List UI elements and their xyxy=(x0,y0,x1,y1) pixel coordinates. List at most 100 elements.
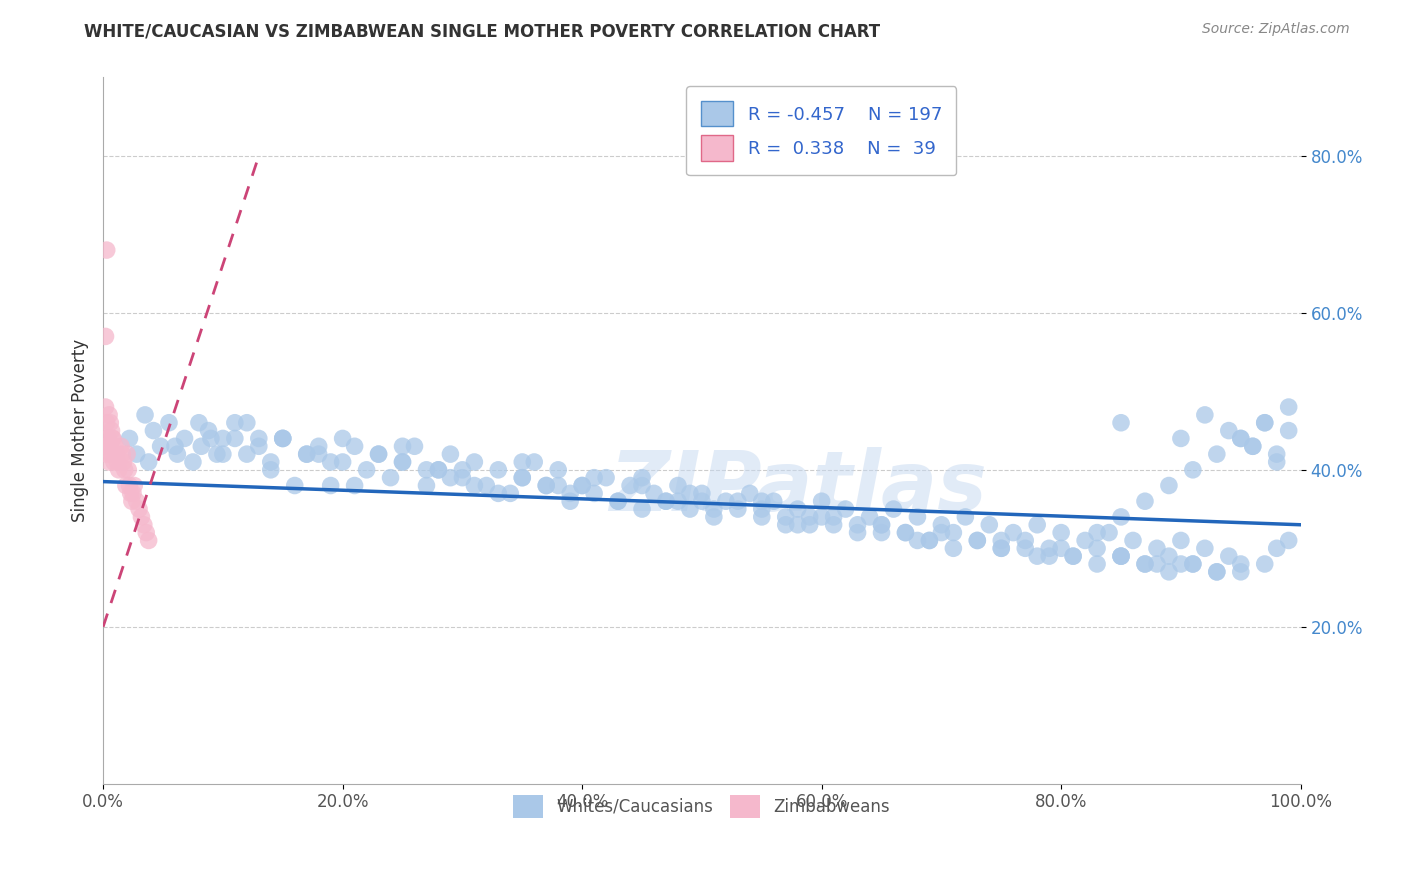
Point xyxy=(631,502,654,516)
Legend: Whites/Caucasians, Zimbabweans: Whites/Caucasians, Zimbabweans xyxy=(506,788,897,825)
Point xyxy=(1133,557,1156,571)
Point xyxy=(343,439,366,453)
Point xyxy=(583,486,606,500)
Point xyxy=(918,533,941,548)
Point xyxy=(1170,557,1192,571)
Point xyxy=(655,494,678,508)
Point xyxy=(799,509,821,524)
Point xyxy=(98,439,121,453)
Point xyxy=(332,432,354,446)
Point xyxy=(212,432,235,446)
Point xyxy=(404,439,426,453)
Point xyxy=(823,517,845,532)
Point xyxy=(907,509,929,524)
Point xyxy=(112,455,135,469)
Point xyxy=(1133,494,1156,508)
Point xyxy=(122,478,145,492)
Point xyxy=(1229,557,1251,571)
Point xyxy=(955,509,977,524)
Point xyxy=(1265,455,1288,469)
Point xyxy=(224,416,246,430)
Point xyxy=(271,432,294,446)
Point xyxy=(1122,533,1144,548)
Point xyxy=(1062,549,1084,563)
Point xyxy=(367,447,389,461)
Point xyxy=(1170,432,1192,446)
Point xyxy=(571,478,593,492)
Point xyxy=(571,478,593,492)
Point xyxy=(666,494,689,508)
Point xyxy=(271,432,294,446)
Point xyxy=(1098,525,1121,540)
Point xyxy=(117,463,139,477)
Point xyxy=(786,502,808,516)
Point xyxy=(1085,557,1108,571)
Point xyxy=(1050,525,1073,540)
Point xyxy=(534,478,557,492)
Point xyxy=(101,432,124,446)
Point xyxy=(979,517,1001,532)
Point xyxy=(751,502,773,516)
Point xyxy=(1254,557,1277,571)
Point xyxy=(1109,549,1132,563)
Point xyxy=(690,494,713,508)
Point xyxy=(197,424,219,438)
Point xyxy=(1254,416,1277,430)
Point xyxy=(173,432,195,446)
Point xyxy=(762,494,785,508)
Point xyxy=(97,432,120,446)
Point xyxy=(1109,549,1132,563)
Point xyxy=(486,463,509,477)
Point xyxy=(271,432,294,446)
Point xyxy=(187,416,209,430)
Point xyxy=(114,463,136,477)
Point xyxy=(894,525,917,540)
Point xyxy=(727,502,749,516)
Text: WHITE/CAUCASIAN VS ZIMBABWEAN SINGLE MOTHER POVERTY CORRELATION CHART: WHITE/CAUCASIAN VS ZIMBABWEAN SINGLE MOT… xyxy=(84,22,880,40)
Point xyxy=(132,517,155,532)
Point xyxy=(134,408,156,422)
Point xyxy=(846,525,869,540)
Point xyxy=(679,502,702,516)
Point xyxy=(100,424,122,438)
Point xyxy=(1074,533,1097,548)
Point xyxy=(1278,424,1301,438)
Point xyxy=(1218,549,1240,563)
Point xyxy=(128,502,150,516)
Point xyxy=(966,533,988,548)
Point xyxy=(190,439,212,453)
Point xyxy=(1265,541,1288,556)
Point xyxy=(475,478,498,492)
Point xyxy=(391,439,413,453)
Point xyxy=(138,455,160,469)
Point xyxy=(96,416,118,430)
Point xyxy=(260,463,283,477)
Y-axis label: Single Mother Poverty: Single Mother Poverty xyxy=(72,339,89,522)
Point xyxy=(751,494,773,508)
Point xyxy=(205,447,228,461)
Point xyxy=(810,494,832,508)
Point xyxy=(619,478,641,492)
Point xyxy=(607,494,630,508)
Point xyxy=(631,471,654,485)
Point xyxy=(510,455,533,469)
Point xyxy=(714,494,737,508)
Point xyxy=(823,509,845,524)
Point xyxy=(510,471,533,485)
Point xyxy=(1265,447,1288,461)
Point xyxy=(775,509,797,524)
Text: Source: ZipAtlas.com: Source: ZipAtlas.com xyxy=(1202,22,1350,37)
Point xyxy=(1026,517,1049,532)
Point xyxy=(295,447,318,461)
Point xyxy=(100,447,122,461)
Point xyxy=(367,447,389,461)
Point xyxy=(94,439,117,453)
Point xyxy=(415,478,437,492)
Point xyxy=(115,478,138,492)
Point xyxy=(499,486,522,500)
Point xyxy=(870,525,893,540)
Point xyxy=(439,447,461,461)
Point xyxy=(463,455,485,469)
Point xyxy=(547,463,569,477)
Point xyxy=(1170,533,1192,548)
